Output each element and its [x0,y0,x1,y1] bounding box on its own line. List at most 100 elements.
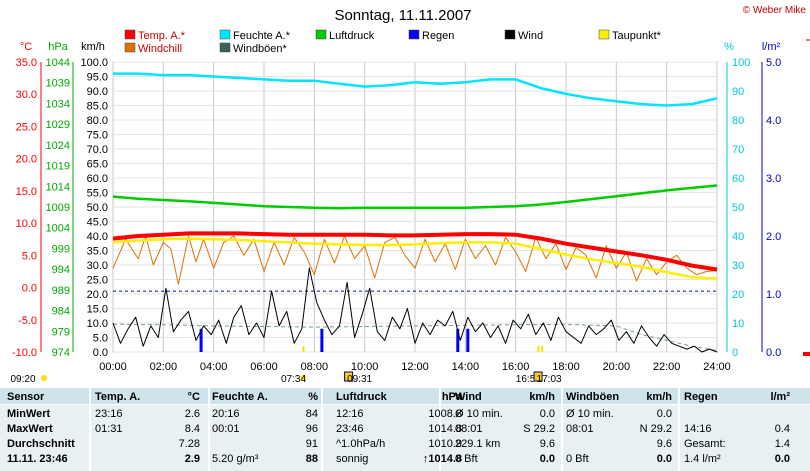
panel-cell: 96 [305,423,318,435]
x-axis-ticks: 00:00 02:00 04:00 06:00 08:00 10:00 12:00 14:00… [99,361,731,373]
panel-cell: Ø 10 min. [566,408,614,420]
kmh-tick: 90.0 [87,86,108,98]
panel-cell: 9.6 [539,438,555,450]
hpa-tick: 984 [52,306,70,318]
panel-header-band [563,388,678,404]
series-temp-a [112,231,718,272]
panel-cell: 0.0 [539,408,555,420]
x-tick-label: 06:00 [250,361,278,373]
series-luftdruck [112,184,718,210]
panel-body-band [680,405,810,471]
panel-cell: 23:16 [95,408,123,420]
panel-cell: 1008.8 [428,408,462,420]
panel-cell: 91 [305,438,318,450]
pct-tick: 50 [732,202,744,214]
series-feuchte-a [113,72,718,107]
hpa-tick: 1024 [46,140,70,152]
rain-tick: 0.0 [766,347,781,359]
temp-tick: 15.0 [16,186,37,198]
kmh-tick: 45.0 [87,217,108,229]
legend-swatch [219,29,231,40]
panel-cell: 11.11. 23:46 [7,453,68,465]
panel-cell: Temp. A. [95,391,141,403]
kmh-tick: 30.0 [87,260,108,272]
temp-tick: 5.0 [22,250,37,262]
panel-cell: Windböen [566,391,620,403]
rain-tick: 2.0 [766,231,781,243]
sun-time-label: 16:54 [516,374,541,385]
temp-tick: 10.0 [16,218,37,230]
panel-cell: 5.20 g/m³ [212,453,259,465]
series-windchill [112,235,718,285]
x-tick-label: 20:00 [603,361,631,373]
panel-cell: 7.28 [178,438,200,450]
panel-cell: Ø 10 min. [455,408,503,420]
panel-cell: S 29.2 [523,423,555,435]
panel-header-band [441,388,561,404]
x-tick-label: 18:00 [552,361,580,373]
panel-cell: 12:16 [336,408,364,420]
panel-cell: % [308,391,318,403]
panel-cell: 1014.8 [428,423,462,435]
sun-time-label: 07:34 [281,374,306,385]
pct-tick: 60 [732,173,744,185]
credit-label: © Weber Mike [743,5,807,16]
axis-unit-pct: % [724,41,734,53]
x-tick-label: 04:00 [200,361,228,373]
hpa-tick: 999 [52,243,70,255]
panel-body-band [323,405,439,471]
panel-cell: 2.6 [184,408,200,420]
legend-swatch [315,29,327,40]
hpa-tick: 1019 [46,161,70,173]
panel-cell: Wind [455,391,482,403]
axis-unit-hpa: hPa [48,41,68,53]
panel-cell: 8.4 [184,423,200,435]
rain-tick: 3.0 [766,173,781,185]
legend-swatch [408,29,420,40]
legend-label: Taupunkt* [612,30,662,42]
panel-cell: 20:16 [212,408,240,420]
panel-cell: km/h [646,391,672,403]
chart-title: Sonntag, 11.11.2007 [334,7,471,24]
temp-tick: -5.0 [18,315,37,327]
grid-lines [112,61,718,353]
legend-label: Windchill [138,43,182,55]
panel-body-band [210,405,321,471]
legend-label: Feuchte A.* [233,30,291,42]
x-tick-label: 24:00 [703,361,731,373]
panel-cell: Feuchte A. [212,391,268,403]
weather-chart: Sonntag, 11.11.2007 © Weber Mike °C hPa … [10,5,810,385]
panel-cell: 0 Bft [455,453,478,465]
x-tick-label: 12:00 [401,361,429,373]
sun-time-label: 17:03 [537,374,562,385]
panel-body-band [563,405,678,471]
hpa-tick: 989 [52,285,70,297]
panel-cell: km/h [529,391,555,403]
rain-tick: 1.0 [766,289,781,301]
rain-bar [320,328,324,352]
panel-cell: 0 Bft [566,453,589,465]
kmh-tick: 60.0 [87,173,108,185]
panel-cell: ↑1014.8 [422,453,462,465]
panel-cell: 0.0 [656,408,672,420]
legend-label: Regen [422,30,454,42]
temp-tick: -10.0 [12,347,37,359]
panel-cell: MinWert [7,408,51,420]
hpa-tick: 1014 [46,181,70,193]
panel-cell: N 29.2 [639,423,672,435]
panel-header-band [323,388,439,404]
hpa-tick: 1029 [46,119,70,131]
panel-header-band [210,388,321,404]
kmh-tick: 20.0 [87,289,108,301]
panel-cell: 0.0 [774,453,790,465]
panel-cell: Durchschnitt [7,438,75,450]
temp-tick: 35.0 [16,57,37,69]
panel-cell: 9.6 [656,438,672,450]
temp-tick: 25.0 [16,121,37,133]
panel-body-band [441,405,561,471]
kmh-tick: 95.0 [87,72,108,84]
panel-cell: Luftdruck [336,391,387,403]
legend-swatch [598,29,610,40]
pct-tick: 40 [732,231,744,243]
panel-cell: 14:16 [684,423,712,435]
